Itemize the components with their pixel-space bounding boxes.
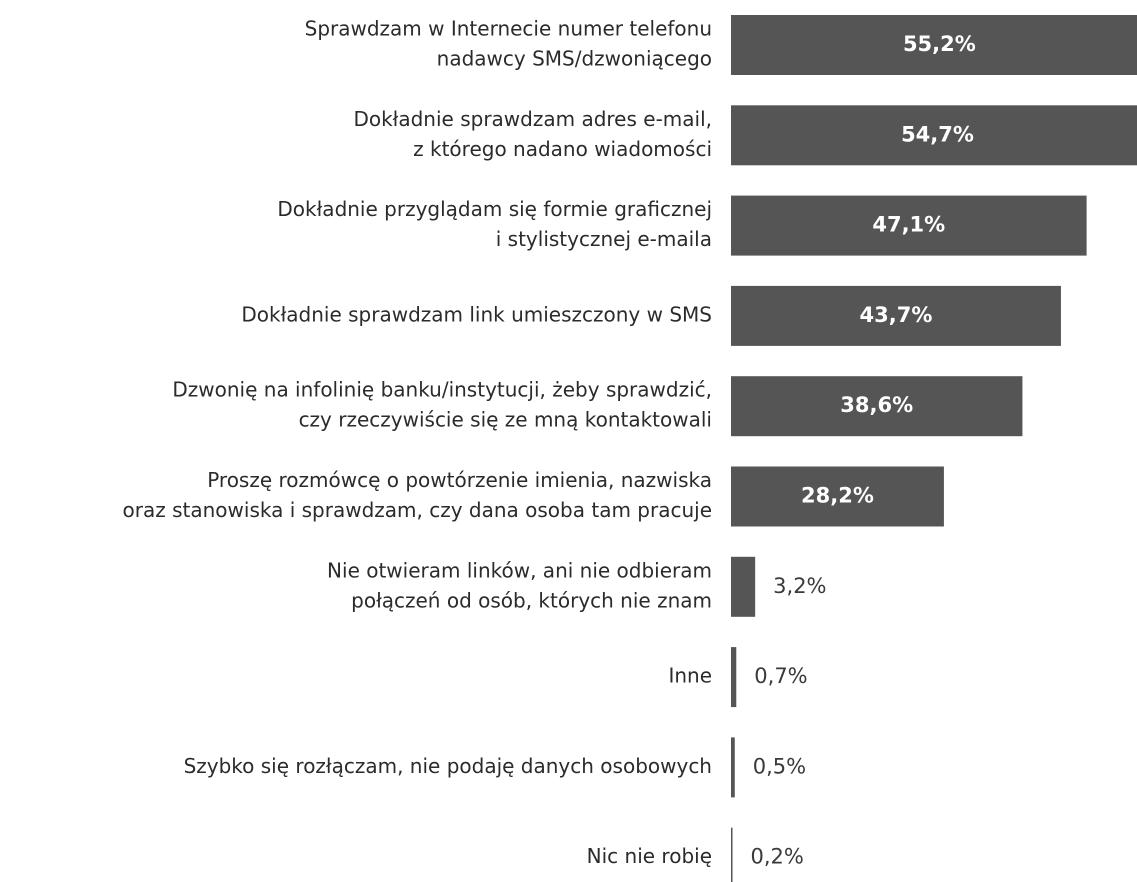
value-label: 0,5%: [753, 754, 806, 778]
category-label: Inne: [668, 664, 712, 688]
category-label: nadawcy SMS/dzwoniącego: [437, 47, 712, 71]
value-label: 3,2%: [773, 574, 826, 598]
category-label: Dzwonię na infolinię banku/instytucji, ż…: [172, 378, 712, 402]
category-label: oraz stanowiska i sprawdzam, czy dana os…: [123, 498, 712, 522]
category-label: Proszę rozmówcę o powtórzenie imienia, n…: [207, 468, 712, 492]
category-label: Sprawdzam w Internecie numer telefonu: [305, 17, 712, 41]
bar: [731, 285, 1061, 346]
bar: [731, 647, 737, 708]
value-label: 38,6%: [840, 393, 913, 417]
category-label: z którego nadano wiadomości: [413, 137, 712, 161]
value-label: 43,7%: [860, 303, 933, 327]
category-label: czy rzeczywiście się ze mną kontaktowali: [299, 408, 712, 432]
bar: [731, 556, 756, 617]
value-label: 28,2%: [801, 484, 874, 508]
bar: [731, 15, 1137, 75]
bar: [731, 376, 1023, 437]
bar: [731, 827, 733, 882]
category-label: Dokładnie sprawdzam adres e-mail,: [353, 107, 712, 131]
category-label: Nic nie robię: [587, 844, 712, 868]
value-label: 55,2%: [903, 32, 976, 56]
category-label: Dokładnie przyglądam się formie graficzn…: [277, 197, 712, 221]
category-label: Dokładnie sprawdzam link umieszczony w S…: [241, 302, 712, 326]
value-label: 47,1%: [872, 213, 945, 237]
value-label: 0,2%: [751, 845, 804, 869]
bar: [731, 195, 1087, 256]
value-label: 0,7%: [754, 664, 807, 688]
category-label: Nie otwieram linków, ani nie odbieram: [327, 558, 712, 582]
bar: [731, 466, 944, 527]
category-label: połączeń od osób, których nie znam: [351, 588, 712, 612]
bar: [731, 105, 1137, 166]
value-label: 54,7%: [901, 122, 974, 146]
category-label: Szybko się rozłączam, nie podaję danych …: [184, 754, 712, 778]
category-label: i stylistycznej e-maila: [496, 227, 712, 251]
bar: [731, 737, 735, 798]
